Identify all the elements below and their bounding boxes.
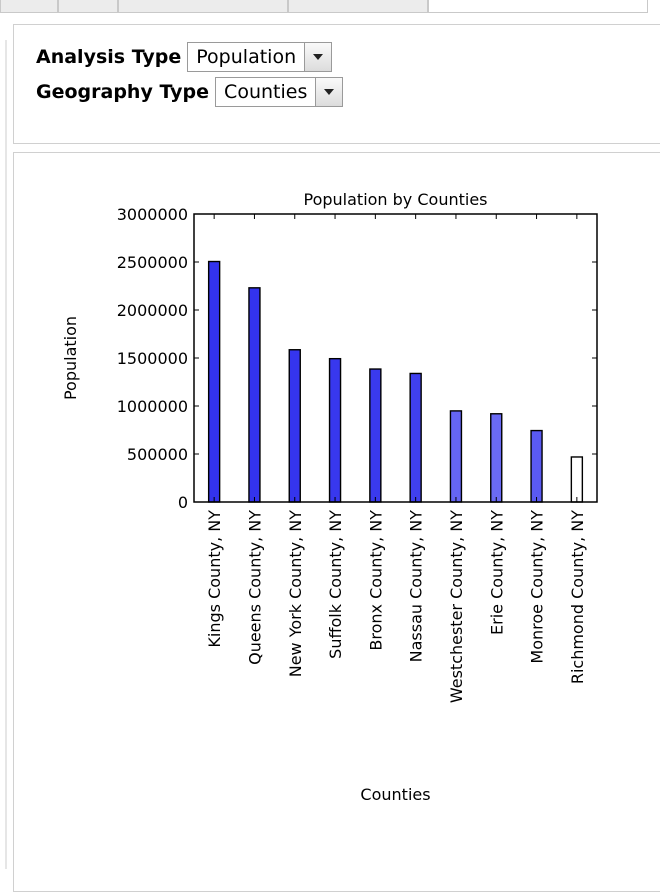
bar-5 — [410, 373, 421, 502]
bar-1 — [249, 288, 260, 502]
y-tick-label-3: 1500000 — [117, 349, 188, 368]
x-tick-label-2: New York County, NY — [286, 510, 305, 677]
tab-strip — [0, 0, 660, 14]
bar-0 — [209, 262, 220, 502]
geography-type-value: Counties — [216, 78, 315, 106]
tab-1[interactable] — [0, 0, 58, 13]
analysis-type-label: Analysis Type — [36, 46, 181, 68]
x-tick-label-0: Kings County, NY — [205, 510, 224, 648]
x-tick-label-8: Monroe County, NY — [528, 510, 547, 664]
analysis-type-select[interactable]: Population — [187, 42, 332, 72]
x-tick-label-4: Bronx County, NY — [366, 510, 385, 651]
y-tick-label-0: 0 — [178, 493, 188, 512]
geography-type-dropdown-button[interactable] — [315, 78, 342, 106]
bar-6 — [450, 411, 461, 502]
chart-title: Population by Counties — [304, 190, 488, 209]
chevron-down-icon — [313, 54, 323, 60]
geography-type-select[interactable]: Counties — [215, 77, 343, 107]
analysis-type-dropdown-button[interactable] — [304, 43, 331, 71]
x-tick-label-6: Westchester County, NY — [447, 510, 466, 703]
tab-2[interactable] — [58, 0, 118, 13]
y-axis-label: Population — [61, 316, 80, 400]
tab-4[interactable] — [288, 0, 428, 13]
chevron-down-icon — [324, 89, 334, 95]
tab-3[interactable] — [118, 0, 288, 13]
y-tick-label-5: 2500000 — [117, 253, 188, 272]
y-tick-label-2: 1000000 — [117, 397, 188, 416]
geography-type-label: Geography Type — [36, 81, 209, 103]
x-tick-label-5: Nassau County, NY — [407, 510, 426, 663]
population-bar-chart: Population by Counties 0 500000 1000000 1500… — [14, 153, 660, 870]
tab-5[interactable] — [428, 0, 648, 13]
controls-panel: Analysis Type Population Geography Type … — [13, 24, 660, 144]
analysis-type-row: Analysis Type Population — [36, 42, 332, 72]
left-edge-divider — [5, 40, 7, 869]
x-axis-label: Counties — [360, 785, 430, 804]
bar-4 — [370, 369, 381, 502]
geography-type-row: Geography Type Counties — [36, 77, 343, 107]
bar-8 — [531, 431, 542, 502]
bar-9 — [571, 457, 582, 502]
x-tick-label-9: Richmond County, NY — [568, 510, 587, 684]
bar-2 — [289, 350, 300, 502]
bar-3 — [330, 359, 341, 502]
y-tick-label-1: 500000 — [127, 445, 188, 464]
analysis-type-value: Population — [188, 43, 304, 71]
x-tick-label-3: Suffolk County, NY — [326, 510, 345, 659]
bar-7 — [491, 414, 502, 502]
x-tick-label-7: Erie County, NY — [487, 510, 506, 635]
x-tick-label-1: Queens County, NY — [245, 510, 264, 665]
y-tick-label-6: 3000000 — [117, 205, 188, 224]
chart-panel: Population by Counties 0 500000 1000000 1500… — [13, 152, 660, 892]
y-tick-label-4: 2000000 — [117, 301, 188, 320]
